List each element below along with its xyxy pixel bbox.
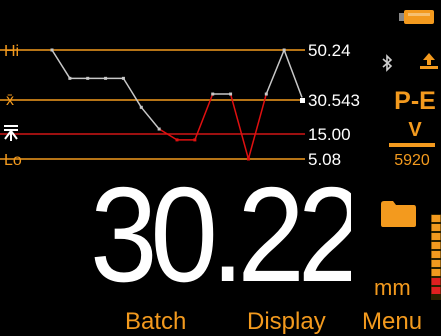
probe-type: P-E (394, 87, 436, 115)
reading-unit: mm (374, 275, 411, 300)
battery-icon (399, 10, 434, 24)
trend-point (229, 92, 233, 96)
velocity-mode-bar (389, 143, 435, 147)
trend-point (264, 92, 268, 96)
display-softkey[interactable]: Display (247, 308, 326, 335)
trend-point (246, 157, 250, 161)
trend-point (193, 138, 197, 142)
trend-point (175, 138, 179, 142)
thickness-reading: 30.22 (90, 160, 351, 310)
trend-point (282, 48, 286, 52)
signal-level-icon (431, 214, 441, 300)
lo-value: 5.08 (308, 150, 341, 169)
velocity-value: 5920 (394, 152, 430, 169)
limit-value: 15.00 (308, 125, 351, 144)
lo-label: Lo (4, 152, 22, 169)
folder-icon[interactable] (380, 198, 417, 228)
mean-marker (300, 98, 305, 103)
trend-point (157, 127, 161, 131)
trend-segment (247, 93, 268, 160)
trend-point (68, 76, 72, 80)
hi-label: Hi (4, 43, 19, 60)
bluetooth-icon (382, 54, 393, 72)
trend-point (86, 76, 90, 80)
menu-softkey[interactable]: Menu (362, 308, 423, 335)
probe-connect-icon (420, 53, 438, 69)
trend-segment (158, 128, 178, 141)
trend-segment (194, 93, 214, 141)
trend-point (104, 76, 108, 80)
velocity-mode-label: V (408, 119, 422, 141)
trend-segment (283, 49, 303, 98)
trend-segment (140, 106, 160, 130)
trend-segment (122, 77, 142, 108)
trend-point (139, 105, 143, 109)
hi-value: 50.24 (308, 41, 351, 60)
trend-segment (51, 49, 71, 79)
mean-value: 30.543 (308, 91, 360, 110)
trend-point (211, 92, 215, 96)
mean-label: x̄ (6, 92, 14, 109)
trend-chart: Hi x̄ Lo 50.24 30.543 15.00 5.08 (0, 41, 360, 169)
batch-softkey[interactable]: Batch (125, 308, 187, 335)
trend-series (50, 48, 303, 161)
trend-segment (265, 49, 285, 95)
limit-icon (4, 125, 18, 141)
trend-point (121, 76, 125, 80)
trend-segment (229, 93, 250, 160)
trend-point (50, 48, 54, 52)
